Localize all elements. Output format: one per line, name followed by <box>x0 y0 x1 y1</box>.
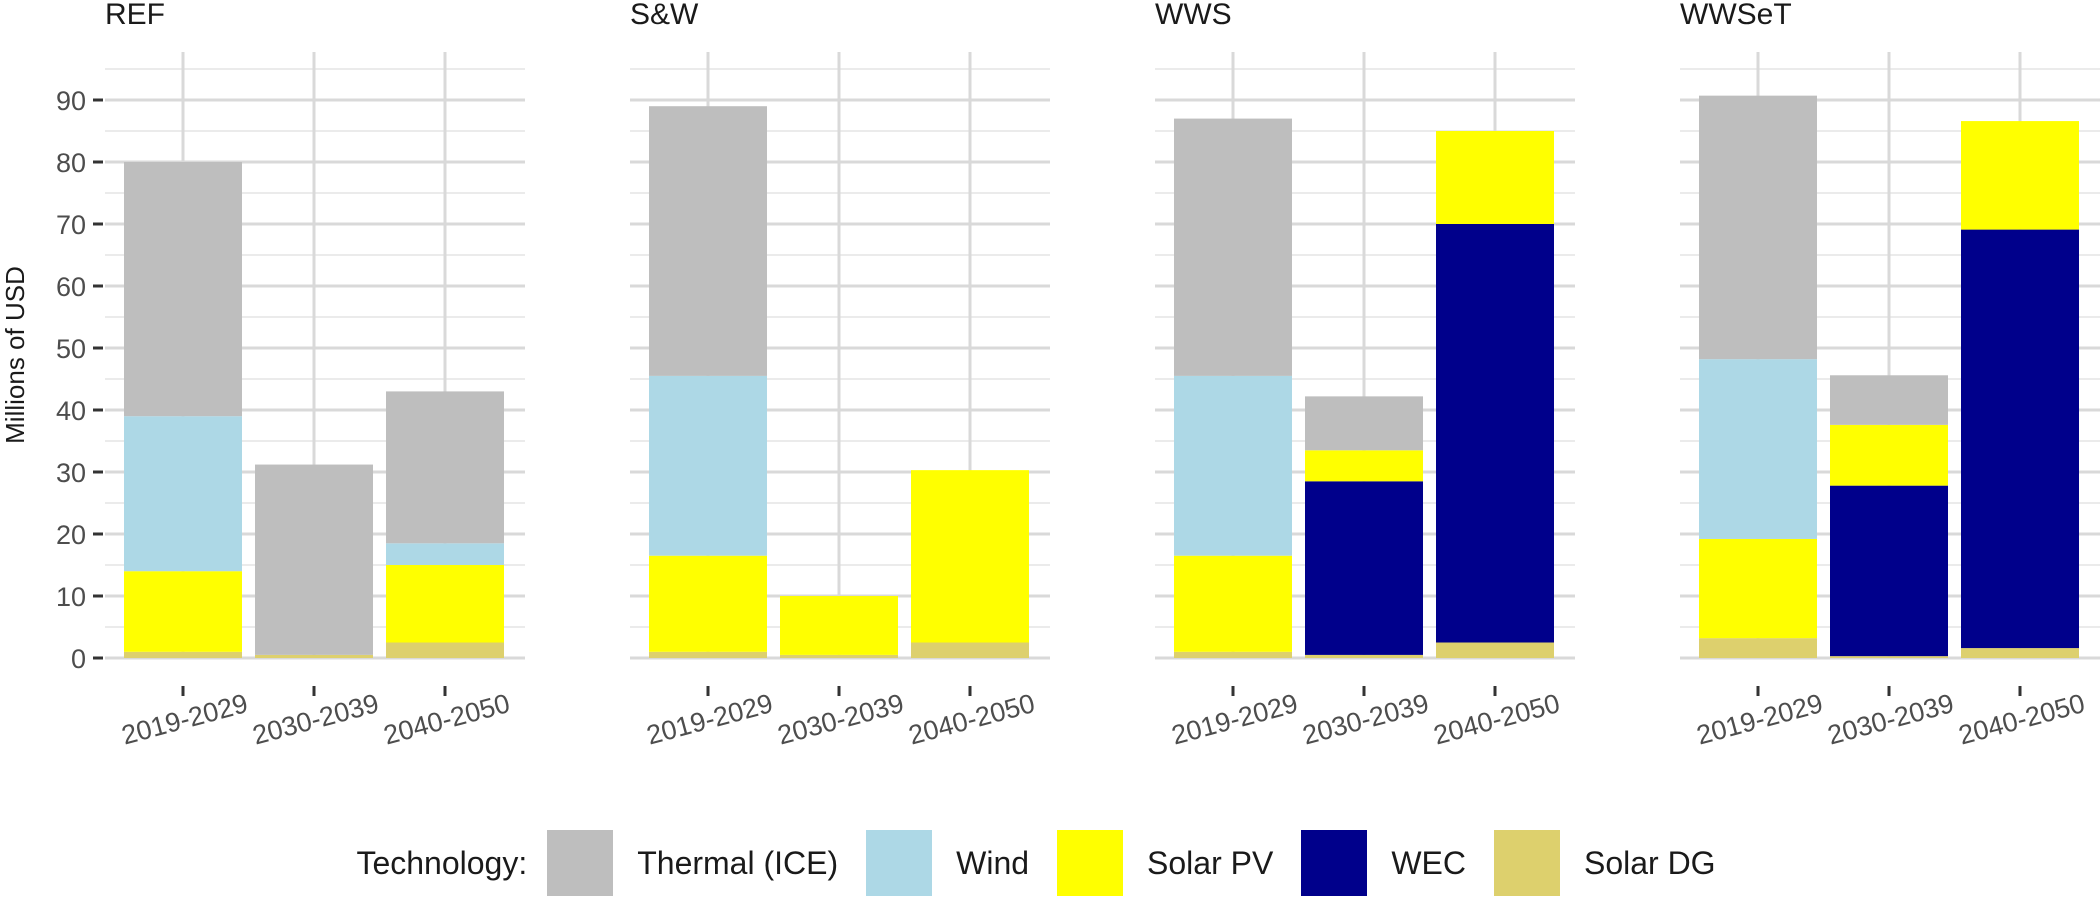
bar-segment <box>1174 651 1292 658</box>
legend-item: Thermal (ICE) <box>547 830 838 896</box>
x-tick-label: 2040-2050 <box>905 688 1037 750</box>
bar-segment <box>386 391 504 544</box>
legend-swatch <box>1493 830 1560 896</box>
x-tick-label: 2030-2039 <box>774 688 906 750</box>
bar-segment <box>1436 224 1554 643</box>
y-tick-label: 10 <box>56 582 86 612</box>
x-tick-label: 2030-2039 <box>1824 688 1956 750</box>
bar-segment <box>124 651 242 658</box>
bar-segment <box>1436 642 1554 658</box>
bar-segment <box>1699 638 1817 658</box>
bar-segment <box>386 642 504 658</box>
x-tick-label: 2040-2050 <box>380 688 512 750</box>
legend-title: Technology: <box>356 844 528 881</box>
x-tick-label: 2030-2039 <box>249 688 381 750</box>
x-tick-label: 2019-2029 <box>118 688 250 750</box>
panel-title: WWS <box>1155 0 1232 31</box>
bar-segment <box>1830 656 1948 658</box>
panel-title: S&W <box>630 0 699 31</box>
y-tick-label: 20 <box>56 520 86 550</box>
y-tick-label: 0 <box>71 644 86 674</box>
bar-segment <box>124 571 242 652</box>
y-tick-label: 30 <box>56 458 86 488</box>
bar-segment <box>255 464 373 655</box>
bar-segment <box>1174 118 1292 376</box>
legend-label: Solar PV <box>1147 844 1274 881</box>
bar-segment <box>1699 95 1817 360</box>
bar-segment <box>1174 555 1292 652</box>
bar-segment <box>386 565 504 643</box>
bar-segment <box>1961 648 2079 658</box>
bar-segment <box>649 106 767 376</box>
legend-swatch <box>1301 830 1368 896</box>
legend-swatch <box>547 830 614 896</box>
x-tick-label: 2040-2050 <box>1430 688 1562 750</box>
x-tick-label: 2019-2029 <box>1168 688 1300 750</box>
panel-title: REF <box>105 0 165 31</box>
legend-label: Solar DG <box>1583 844 1716 881</box>
bar-segment <box>780 654 898 658</box>
bar-segment <box>1830 485 1948 657</box>
bar-segment <box>911 470 1029 643</box>
legend-item: Solar PV <box>1057 830 1273 896</box>
legend-label: Thermal (ICE) <box>637 844 839 881</box>
legend: Technology: Thermal (ICE) Wind Solar PV WEC… <box>0 826 2100 900</box>
bar-segment <box>911 642 1029 658</box>
bar-segment <box>1305 481 1423 655</box>
x-tick-label: 2019-2029 <box>643 688 775 750</box>
bar-segment <box>1699 538 1817 639</box>
bar-segment <box>1305 396 1423 451</box>
bar-segment <box>255 654 373 658</box>
bar-segment <box>1436 131 1554 224</box>
x-tick-label: 2019-2029 <box>1693 688 1825 750</box>
bar-segment <box>1699 359 1817 539</box>
legend-swatch <box>866 830 933 896</box>
legend-items: Thermal (ICE) Wind Solar PV WEC Solar DG <box>547 830 1743 896</box>
bar-layer <box>124 95 2079 658</box>
x-tick-label: 2040-2050 <box>1955 688 2087 750</box>
legend-label: Wind <box>956 844 1030 881</box>
bar-segment <box>1174 375 1292 556</box>
bar-segment <box>649 651 767 658</box>
bar-segment <box>780 596 898 655</box>
bar-segment <box>1961 229 2079 649</box>
legend-item: Wind <box>866 830 1029 896</box>
y-tick-label: 40 <box>56 396 86 426</box>
y-axis-title: Millions of USD <box>0 266 30 444</box>
y-tick-label: 90 <box>56 86 86 116</box>
legend-item: WEC <box>1301 830 1466 896</box>
bar-segment <box>386 543 504 565</box>
bar-segment <box>1830 424 1948 486</box>
bar-segment <box>124 416 242 572</box>
bar-segment <box>124 162 242 417</box>
panel-title: WWSeT <box>1680 0 1792 31</box>
y-tick-label: 60 <box>56 272 86 302</box>
bar-segment <box>1961 121 2079 230</box>
legend-item: Solar DG <box>1493 830 1716 896</box>
bar-segment <box>649 555 767 652</box>
bar-segment <box>1830 375 1948 425</box>
bar-segment <box>1305 654 1423 658</box>
y-tick-label: 50 <box>56 334 86 364</box>
legend-swatch <box>1057 830 1124 896</box>
y-tick-label: 80 <box>56 148 86 178</box>
legend-label: WEC <box>1391 844 1466 881</box>
bar-segment <box>649 375 767 556</box>
y-tick-label: 70 <box>56 210 86 240</box>
x-tick-label: 2030-2039 <box>1299 688 1431 750</box>
bar-segment <box>1305 450 1423 482</box>
